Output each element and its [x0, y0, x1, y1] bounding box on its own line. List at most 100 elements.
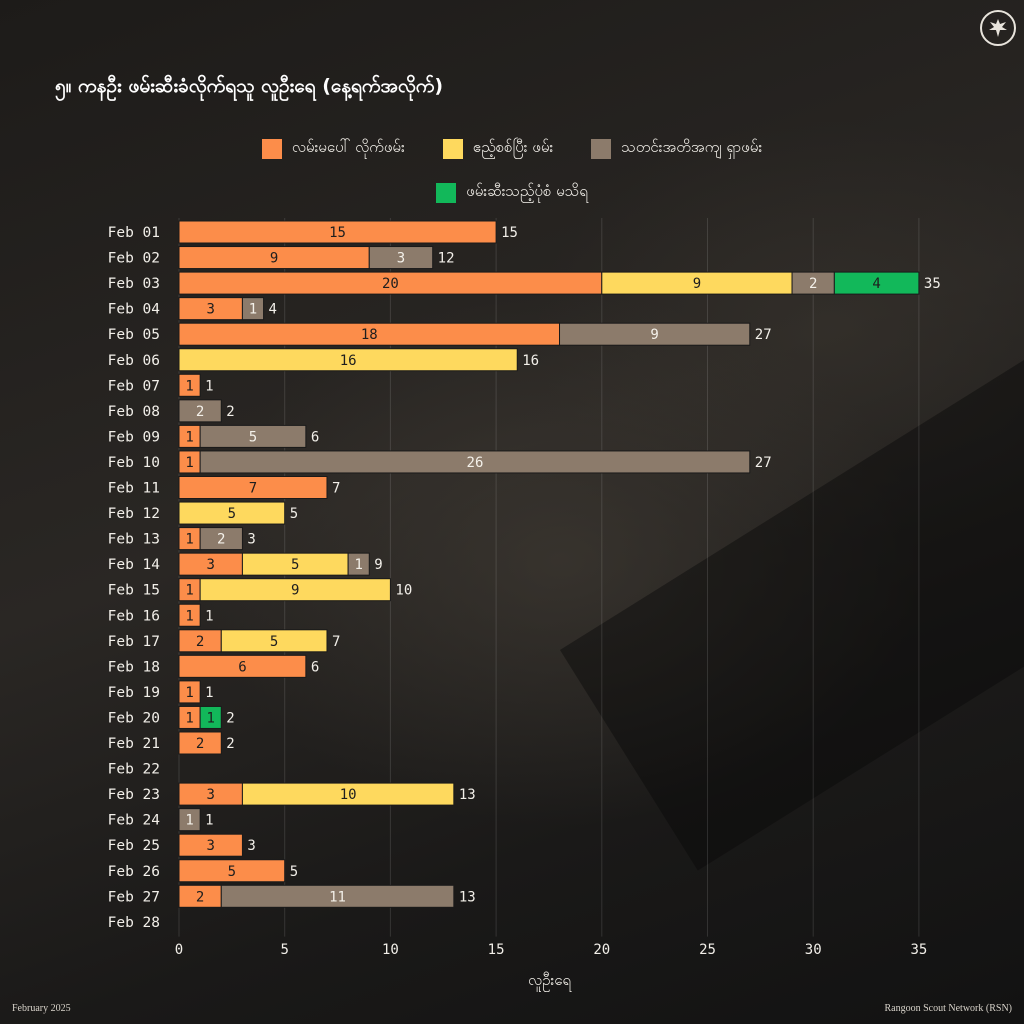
legend-label-targeted: သတင်းအတိအကျ ရှာဖမ်း: [621, 138, 763, 156]
legend-label-street: လမ်းမပေါ် လိုက်ဖမ်း: [291, 138, 405, 156]
bar-value-label: 3: [206, 557, 214, 573]
x-tick-label: 10: [382, 942, 399, 958]
x-axis-label: လူဦးရေ: [528, 971, 572, 992]
bar-value-label: 5: [270, 634, 278, 650]
bar-segment: [368, 246, 434, 270]
bar-value-label: 5: [228, 864, 236, 880]
bar-value-label: 9: [270, 251, 278, 267]
bar-segment: [178, 808, 201, 832]
bar-value-label: 9: [693, 276, 701, 292]
bar-segment: [178, 220, 497, 244]
category-label: Feb 09: [108, 429, 160, 445]
bar-total-label: 16: [522, 353, 539, 369]
bar-total-label: 10: [395, 583, 412, 599]
bar-value-label: 1: [185, 608, 193, 624]
legend-swatch-guest-check: [442, 139, 463, 159]
bar-segment: [178, 833, 243, 857]
bar-value-label: 1: [354, 557, 362, 573]
bar-total-label: 3: [247, 532, 255, 548]
legend-item-street: လမ်းမပေါ် လိုက်ဖမ်း: [261, 138, 405, 160]
category-label: Feb 03: [108, 276, 160, 292]
bar-value-label: 2: [217, 532, 225, 548]
bar-total-label: 6: [311, 429, 319, 445]
bar-value-label: 1: [185, 583, 193, 599]
bar-total-label: 1: [205, 378, 213, 394]
bar-value-label: 11: [329, 889, 346, 905]
bar-value-label: 1: [185, 455, 193, 471]
category-label: Feb 05: [108, 327, 160, 343]
bar-value-label: 1: [185, 685, 193, 701]
category-label: Feb 15: [108, 583, 160, 599]
bar-total-label: 2: [226, 710, 234, 726]
bar-value-label: 6: [238, 659, 246, 675]
bar-segment: [199, 424, 307, 448]
category-label: Feb 17: [108, 634, 160, 650]
page-title: ၅။ ကနဦး ဖမ်းဆီးခံလိုက်ရသူ လူဦးရေ (နေ့ရက်…: [55, 75, 444, 97]
bar-value-label: 4: [872, 276, 880, 292]
category-label: Feb 27: [108, 889, 160, 905]
bar-segment: [241, 782, 455, 806]
legend-item-targeted: သတင်းအတိအကျ ရှာဖမ်း: [591, 138, 762, 160]
bar-segment: [178, 654, 307, 678]
category-label: Feb 04: [108, 302, 161, 318]
bar-total-label: 5: [290, 506, 298, 522]
category-label: Feb 07: [108, 378, 160, 394]
bar-total-label: 13: [459, 787, 476, 803]
bar-segment: [178, 859, 286, 883]
category-label: Feb 19: [108, 685, 160, 701]
category-label: Feb 10: [108, 455, 160, 471]
bar-value-label: 15: [329, 225, 346, 241]
bar-total-label: 27: [755, 455, 772, 471]
bar-value-label: 1: [185, 532, 193, 548]
x-tick-label: 5: [280, 942, 288, 958]
bar-total-label: 13: [459, 889, 476, 905]
bar-total-label: 5: [290, 864, 298, 880]
bar-segment: [178, 680, 201, 704]
bar-segment: [178, 373, 201, 397]
category-label: Feb 06: [108, 353, 160, 369]
bar-total-label: 12: [438, 251, 455, 267]
bar-segment: [199, 578, 391, 602]
bar-value-label: 10: [340, 787, 357, 803]
legend-swatch-targeted: [591, 139, 612, 159]
category-label: Feb 12: [108, 506, 160, 522]
bar-segment: [178, 348, 518, 372]
bar-segment: [199, 527, 243, 551]
bar-total-label: 3: [247, 838, 255, 854]
bar-value-label: 1: [185, 813, 193, 829]
category-label: Feb 11: [108, 481, 160, 497]
category-label: Feb 01: [108, 225, 160, 241]
bar-segment: [220, 884, 455, 908]
category-label: Feb 08: [108, 404, 160, 420]
category-label: Feb 16: [108, 608, 160, 624]
legend-item-unknown: ဖမ်းဆီးသည့်ပုံစံ မသိရ: [436, 182, 588, 204]
category-label: Feb 02: [108, 251, 160, 267]
footer-source: Rangoon Scout Network (RSN): [884, 1003, 1013, 1014]
bar-segment: [199, 705, 222, 729]
bar-segment: [178, 603, 201, 627]
bar-value-label: 1: [185, 710, 193, 726]
bar-value-label: 2: [196, 889, 204, 905]
x-tick-label: 15: [488, 942, 505, 958]
bar-segment: [559, 322, 751, 346]
bar-total-label: 7: [332, 481, 340, 497]
bar-value-label: 2: [809, 276, 817, 292]
bar-total-label: 2: [226, 736, 234, 752]
bar-value-label: 9: [650, 327, 658, 343]
category-label: Feb 21: [108, 736, 160, 752]
bar-value-label: 26: [467, 455, 484, 471]
rsn-logo: [980, 10, 1016, 46]
bar-segment: [241, 297, 265, 321]
category-label: Feb 24: [108, 813, 161, 829]
bar-value-label: 3: [397, 251, 405, 267]
x-tick-label: 30: [805, 942, 822, 958]
bar-value-label: 16: [340, 353, 357, 369]
x-tick-label: 20: [593, 942, 610, 958]
legend-row-2: ဖမ်းဆီးသည့်ပုံစံ မသိရ: [0, 182, 1024, 204]
category-label: Feb 23: [108, 787, 160, 803]
bar-segment: [178, 476, 328, 499]
bar-value-label: 3: [206, 302, 214, 318]
bar-value-label: 20: [382, 276, 399, 292]
